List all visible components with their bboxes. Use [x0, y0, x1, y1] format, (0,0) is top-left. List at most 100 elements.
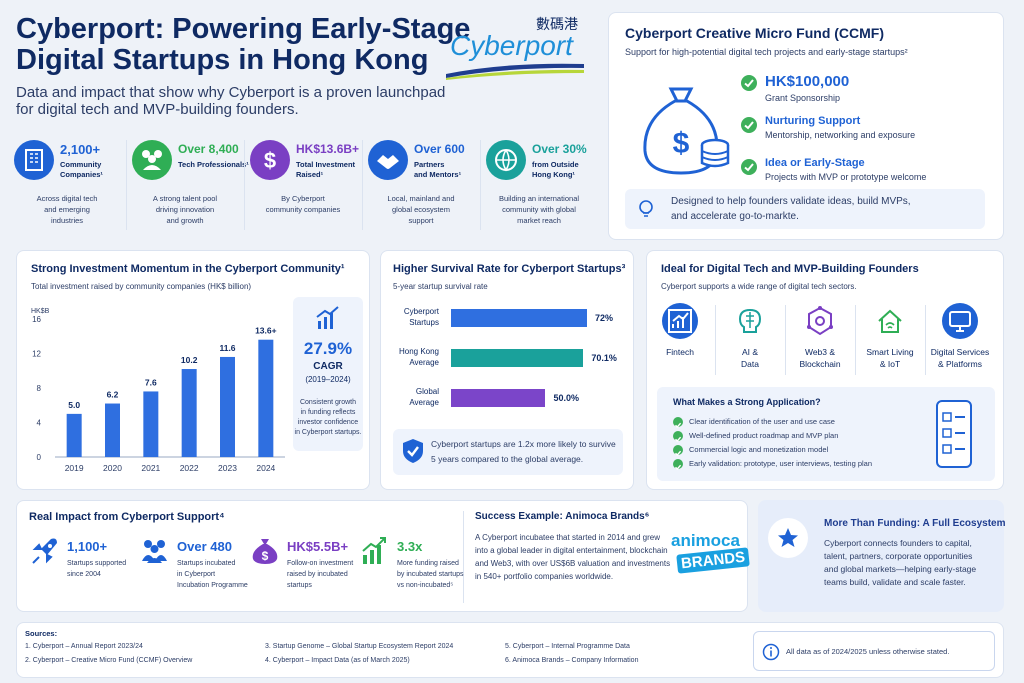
stat-description: Local, mainland and — [387, 194, 455, 203]
impact-divider — [463, 511, 464, 603]
ccmf-item-title: HK$100,000 — [765, 73, 850, 90]
logo-swoosh — [446, 63, 584, 80]
bar-value-label: 5.0 — [68, 400, 80, 410]
survival-note-line2: 5 years compared to the global average. — [431, 454, 584, 464]
sector-label-line1: AI & — [741, 347, 759, 357]
monitor-icon — [949, 311, 971, 332]
survival-row-label2: Average — [409, 398, 439, 407]
data-note-box: All data as of 2024/2025 unless otherwis… — [753, 631, 995, 671]
survival-row-label1: Cyberport — [403, 307, 439, 316]
animoca-logo-text1: animoca — [671, 531, 740, 550]
stat-description: global ecosystem — [392, 205, 450, 214]
sector-label-line1: Fintech — [666, 347, 694, 357]
y-tick-label: 8 — [37, 384, 42, 393]
sector-icon-badge — [872, 303, 908, 339]
stat-label-line2: Raised¹ — [296, 170, 324, 179]
stat-value: HK$13.6B+ — [296, 142, 360, 156]
cagr-desc3: investor confidence — [297, 419, 359, 426]
svg-text:$: $ — [262, 549, 269, 563]
building-icon — [25, 149, 43, 171]
money-bag-icon: $ — [252, 539, 278, 564]
impact-description: vs non-incubated⁵ — [397, 582, 454, 589]
sector-divider — [715, 305, 716, 375]
impact-description: Follow-on investment — [287, 560, 354, 567]
sector-label-line2: & IoT — [879, 359, 901, 369]
shield-check-icon — [403, 439, 423, 463]
cagr-years: (2019–2024) — [305, 375, 351, 384]
source-item: 2. Cyberport – Creative Micro Fund (CCMF… — [25, 657, 193, 664]
x-tick-label: 2021 — [141, 463, 160, 473]
success-description-line: in 540+ portfolio companies worldwide. — [475, 572, 614, 581]
stat-divider — [126, 140, 127, 230]
info-icon — [762, 643, 780, 661]
money-bag-icon: $ — [643, 87, 730, 175]
stat-icon-badge: $ — [250, 140, 290, 180]
stat-icon-badge — [486, 140, 526, 180]
stat-item: $ HK$13.6B+ Total Investment Raised¹ By Cybe… — [244, 132, 362, 240]
page-title-line2: Digital Startups in Hong Kong — [16, 44, 429, 76]
ccmf-item-desc: Grant Sponsorship — [765, 93, 841, 103]
sector-divider — [785, 305, 786, 375]
stat-value: 2,100+ — [60, 142, 101, 157]
investment-card: Strong Investment Momentum in the Cyberp… — [16, 250, 370, 490]
stat-item: Over 30% from Outside Hong Kong¹ Building a… — [480, 132, 598, 240]
ccmf-item-title: Idea or Early-Stage — [765, 157, 865, 169]
sector-label-line2: & Platforms — [938, 359, 982, 369]
globe-icon — [495, 149, 517, 172]
sector-label-line2: Blockchain — [799, 359, 841, 369]
rocket-icon — [32, 538, 57, 564]
blockchain-icon — [807, 306, 833, 336]
stat-description: Building an international — [498, 194, 580, 203]
bar — [66, 413, 82, 457]
impact-icon-wrap: $ — [249, 535, 281, 567]
impact-description: by incubated startups — [397, 571, 464, 578]
application-criterion: Clear identification of the user and use… — [689, 417, 835, 426]
impact-icon-wrap — [29, 535, 61, 567]
fintech-icon — [668, 309, 692, 333]
bar-value-label: 11.6 — [219, 343, 235, 353]
impact-description: More funding raised — [397, 560, 459, 567]
check-icon — [673, 417, 683, 429]
bar — [143, 391, 159, 457]
stat-item: Over 8,400 Tech Professionals¹ A strong ta… — [126, 132, 249, 240]
application-criterion: Commercial logic and monetization model — [689, 445, 829, 454]
impact-title: Real Impact from Cyberport Support⁴ — [29, 511, 225, 523]
source-item: 6. Animoca Brands – Company Information — [505, 657, 639, 664]
stat-label-line1: Partners — [414, 160, 445, 169]
success-title: Success Example: Animoca Brands⁶ — [475, 511, 650, 522]
success-description-line: A Cyberport incubatee that started in 20… — [475, 533, 661, 542]
group-icon — [142, 540, 167, 563]
x-tick-label: 2022 — [180, 463, 199, 473]
stat-icon-badge — [368, 140, 408, 180]
survival-row-label2: Average — [409, 358, 439, 367]
survival-card: Higher Survival Rate for Cyberport Start… — [380, 250, 634, 490]
page-subtitle-line2: for digital tech and MVP-building founde… — [16, 101, 299, 118]
survival-bar — [451, 389, 546, 407]
animoca-logo: animoca BRANDS — [671, 531, 750, 583]
survival-bar-value: 70.1% — [591, 353, 617, 363]
survival-bar — [451, 349, 584, 367]
impact-description: since 2004 — [67, 571, 101, 578]
sources-title: Sources: — [25, 629, 58, 638]
stat-label-line2: Companies¹ — [60, 170, 103, 179]
check-icon — [741, 117, 757, 133]
application-title: What Makes a Strong Application? — [673, 397, 821, 407]
stat-description: driving innovation — [155, 205, 215, 214]
impact-description: startups — [287, 582, 312, 589]
survival-note-line1: Cyberport startups are 1.2x more likely … — [431, 439, 616, 449]
stat-value: Over 600 — [414, 142, 465, 156]
stat-item: Over 600 Partners and Mentors¹ Local, mainl… — [362, 132, 480, 240]
application-criterion: Early validation: prototype, user interv… — [689, 459, 873, 468]
stats-row: 2,100+ Community Companies¹ Across digital … — [8, 132, 598, 240]
y-tick-label: 16 — [32, 315, 41, 324]
stat-label-line1: Tech Professionals¹ — [178, 160, 249, 169]
ccmf-note-line2: and accelerate go-to-markte. — [671, 211, 799, 222]
checklist-phone-icon — [936, 400, 972, 468]
y-tick-label: 12 — [32, 350, 41, 359]
x-tick-label: 2020 — [103, 463, 122, 473]
stat-label-line2: and Mentors¹ — [414, 170, 462, 179]
ecosystem-description-line: Cyberport connects founders to capital, — [824, 538, 972, 548]
survival-row-label2: Startups — [409, 318, 439, 327]
bar — [220, 356, 235, 457]
bar — [105, 403, 120, 457]
